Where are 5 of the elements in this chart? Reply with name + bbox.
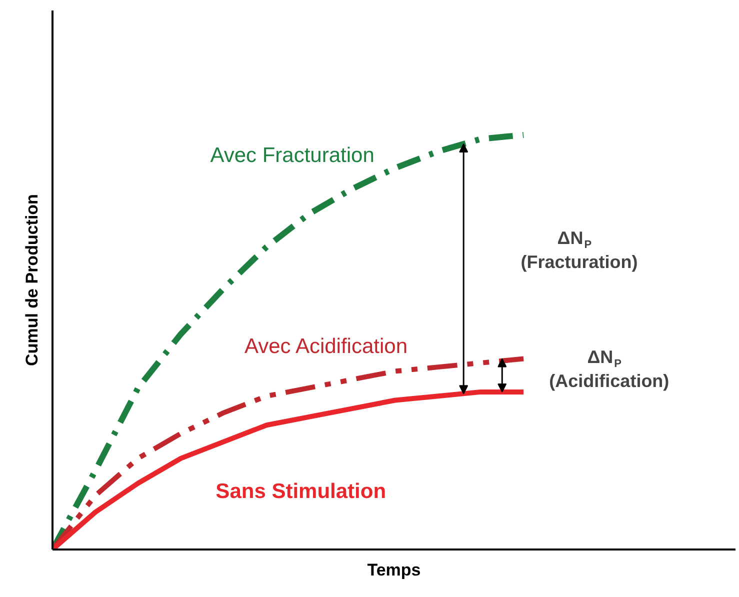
x-axis-title: Temps <box>367 560 421 580</box>
series-label: Avec Acidification <box>244 334 408 358</box>
y-axis-title: Cumul de Production <box>22 194 42 366</box>
series-label: Sans Stimulation <box>216 480 386 503</box>
series-label: Avec Fracturation <box>210 144 374 168</box>
